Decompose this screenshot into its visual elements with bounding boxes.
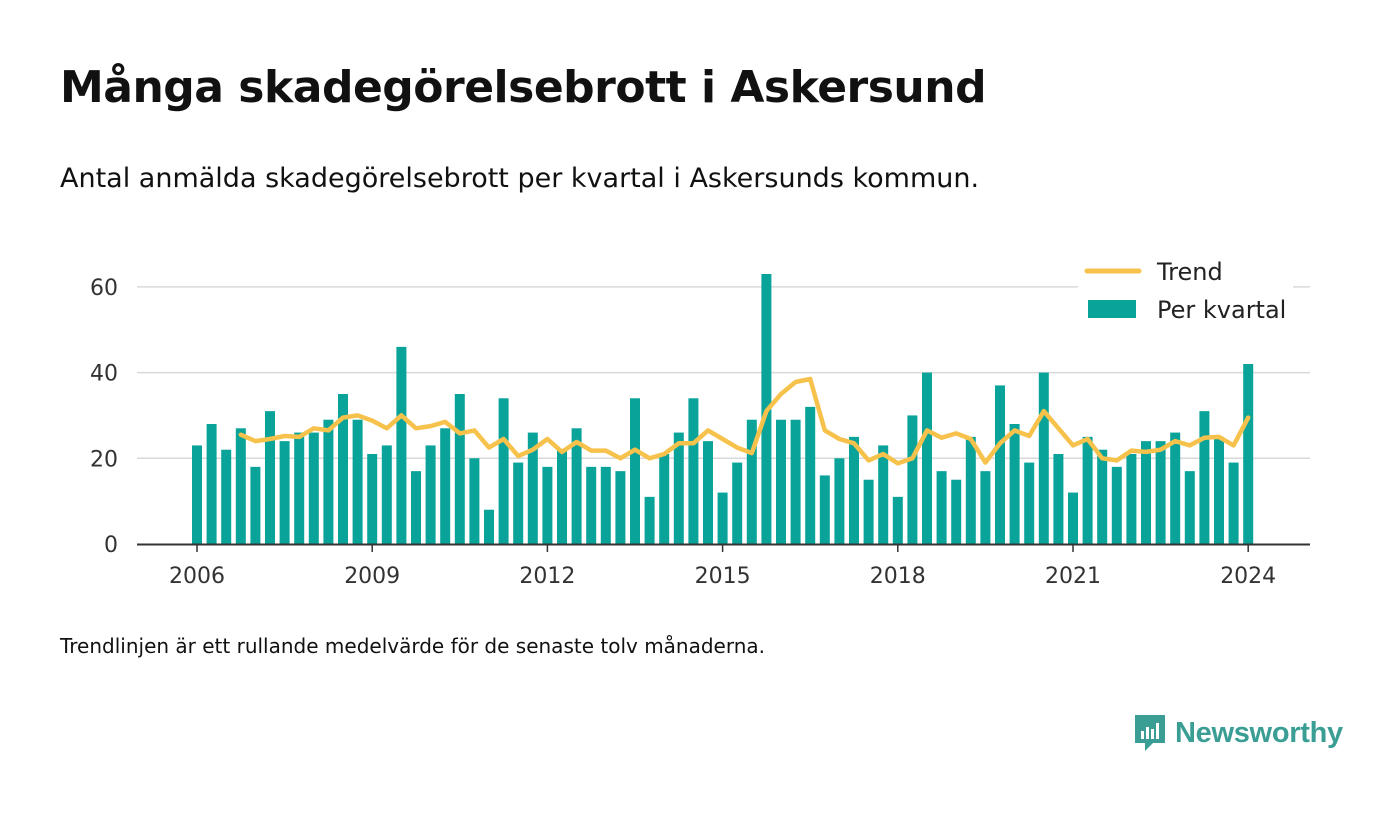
x-tick-label: 2009 (344, 564, 400, 589)
bar (527, 432, 538, 544)
bar (498, 398, 509, 544)
bar (878, 445, 889, 544)
chart-footnote: Trendlinjen är ett rullande medelvärde f… (60, 634, 766, 658)
legend-bar-swatch (1088, 300, 1136, 318)
bar (1170, 432, 1181, 544)
bar (265, 411, 275, 544)
bar (571, 428, 582, 544)
y-tick-label: 0 (104, 533, 118, 558)
bar (1126, 454, 1137, 544)
bar (250, 466, 261, 544)
bar (965, 436, 976, 544)
legend-bar-label: Per kvartal (1157, 296, 1286, 324)
bar (790, 419, 801, 544)
bar (659, 454, 670, 544)
bar (688, 398, 699, 544)
bar (995, 385, 1005, 544)
legend: Trend Per kvartal (1078, 255, 1293, 324)
bar (367, 454, 378, 544)
newsworthy-logo-icon (1135, 715, 1165, 751)
bar (381, 445, 392, 544)
bar (1155, 441, 1166, 544)
bar (221, 449, 232, 544)
bar (776, 419, 786, 544)
bar (469, 458, 480, 544)
bar (819, 475, 830, 544)
bar (396, 346, 407, 544)
axis-ticks: 0 20 40 60 2006 2009 2012 2015 2018 2021 2024 (90, 276, 1276, 589)
chart-title: Många skadegörelsebrott i Askersund (60, 62, 987, 113)
bar (440, 428, 451, 544)
bar (630, 398, 640, 544)
bar (279, 441, 290, 544)
bar (936, 471, 947, 544)
bar (980, 471, 991, 544)
bar (644, 496, 655, 544)
bar (746, 419, 757, 544)
trend-line (238, 376, 1251, 466)
bar (1184, 471, 1195, 544)
bar (1053, 454, 1064, 544)
bar (1068, 492, 1078, 544)
bar (1082, 436, 1093, 544)
bar (673, 432, 684, 544)
chart-subtitle: Antal anmälda skadegörelsebrott per kvar… (60, 163, 980, 194)
x-tick-label: 2018 (870, 564, 926, 589)
bar (352, 419, 363, 544)
bar (1243, 364, 1254, 544)
bar (323, 419, 334, 544)
trend-series (238, 376, 1251, 466)
bar (454, 394, 465, 544)
bar (922, 372, 932, 544)
bar (1097, 449, 1108, 544)
bar (615, 471, 626, 544)
bar (308, 432, 319, 544)
bar (294, 432, 305, 544)
bar (805, 406, 816, 544)
x-tick-label: 2012 (519, 564, 575, 589)
y-tick-label: 60 (90, 276, 118, 301)
bar (863, 479, 874, 544)
bar (425, 445, 436, 544)
bar (192, 445, 202, 544)
bar (892, 496, 903, 544)
bar (1038, 372, 1049, 544)
brand-logo[interactable]: Newsworthy (1133, 712, 1343, 754)
bar-series (192, 274, 1254, 544)
bar (717, 492, 728, 544)
bar (600, 466, 611, 544)
bar (235, 428, 246, 544)
bar (849, 436, 859, 544)
x-tick-label: 2024 (1220, 564, 1276, 589)
bar (586, 466, 597, 544)
bar (484, 509, 494, 544)
bar (542, 466, 553, 544)
bar (1141, 441, 1151, 544)
x-tick-label: 2006 (169, 564, 225, 589)
bar (1214, 436, 1224, 544)
bar (1009, 424, 1020, 544)
bar (907, 415, 918, 544)
x-tick-label: 2021 (1045, 564, 1101, 589)
x-tick-label: 2015 (695, 564, 751, 589)
bar (411, 471, 421, 544)
bar (1199, 411, 1210, 544)
bar (732, 462, 743, 544)
bar (834, 458, 845, 544)
bar (338, 394, 348, 544)
bar (206, 424, 217, 544)
legend-trend-label: Trend (1156, 258, 1223, 286)
bar (703, 441, 713, 544)
bar (1024, 462, 1035, 544)
bar (513, 462, 524, 544)
bar (1111, 466, 1122, 544)
bar (1228, 462, 1239, 544)
y-tick-label: 20 (90, 447, 118, 472)
bar (951, 479, 962, 544)
y-tick-label: 40 (90, 362, 118, 387)
brand-name: Newsworthy (1175, 716, 1343, 749)
bar (557, 449, 567, 544)
